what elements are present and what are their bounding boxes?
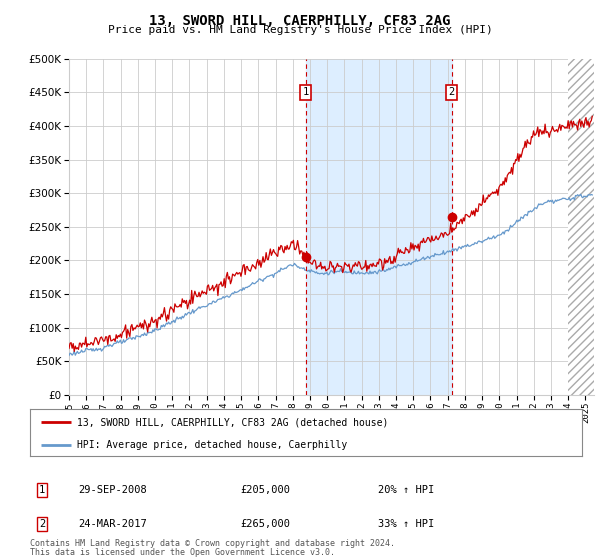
Text: 33% ↑ HPI: 33% ↑ HPI — [378, 519, 434, 529]
Text: HPI: Average price, detached house, Caerphilly: HPI: Average price, detached house, Caer… — [77, 440, 347, 450]
Bar — [305, 59, 452, 395]
Text: 1: 1 — [39, 485, 45, 495]
Text: 29-SEP-2008: 29-SEP-2008 — [78, 485, 147, 495]
Text: 2: 2 — [39, 519, 45, 529]
Text: 1: 1 — [302, 87, 309, 97]
Text: Contains HM Land Registry data © Crown copyright and database right 2024.: Contains HM Land Registry data © Crown c… — [30, 539, 395, 548]
Text: This data is licensed under the Open Government Licence v3.0.: This data is licensed under the Open Gov… — [30, 548, 335, 557]
Text: £265,000: £265,000 — [240, 519, 290, 529]
Text: 2: 2 — [449, 87, 455, 97]
Text: 24-MAR-2017: 24-MAR-2017 — [78, 519, 147, 529]
Text: £205,000: £205,000 — [240, 485, 290, 495]
Text: 13, SWORD HILL, CAERPHILLY, CF83 2AG: 13, SWORD HILL, CAERPHILLY, CF83 2AG — [149, 14, 451, 28]
Text: 20% ↑ HPI: 20% ↑ HPI — [378, 485, 434, 495]
Text: Price paid vs. HM Land Registry's House Price Index (HPI): Price paid vs. HM Land Registry's House … — [107, 25, 493, 35]
Bar — [568, 59, 594, 395]
Text: 13, SWORD HILL, CAERPHILLY, CF83 2AG (detached house): 13, SWORD HILL, CAERPHILLY, CF83 2AG (de… — [77, 417, 388, 427]
